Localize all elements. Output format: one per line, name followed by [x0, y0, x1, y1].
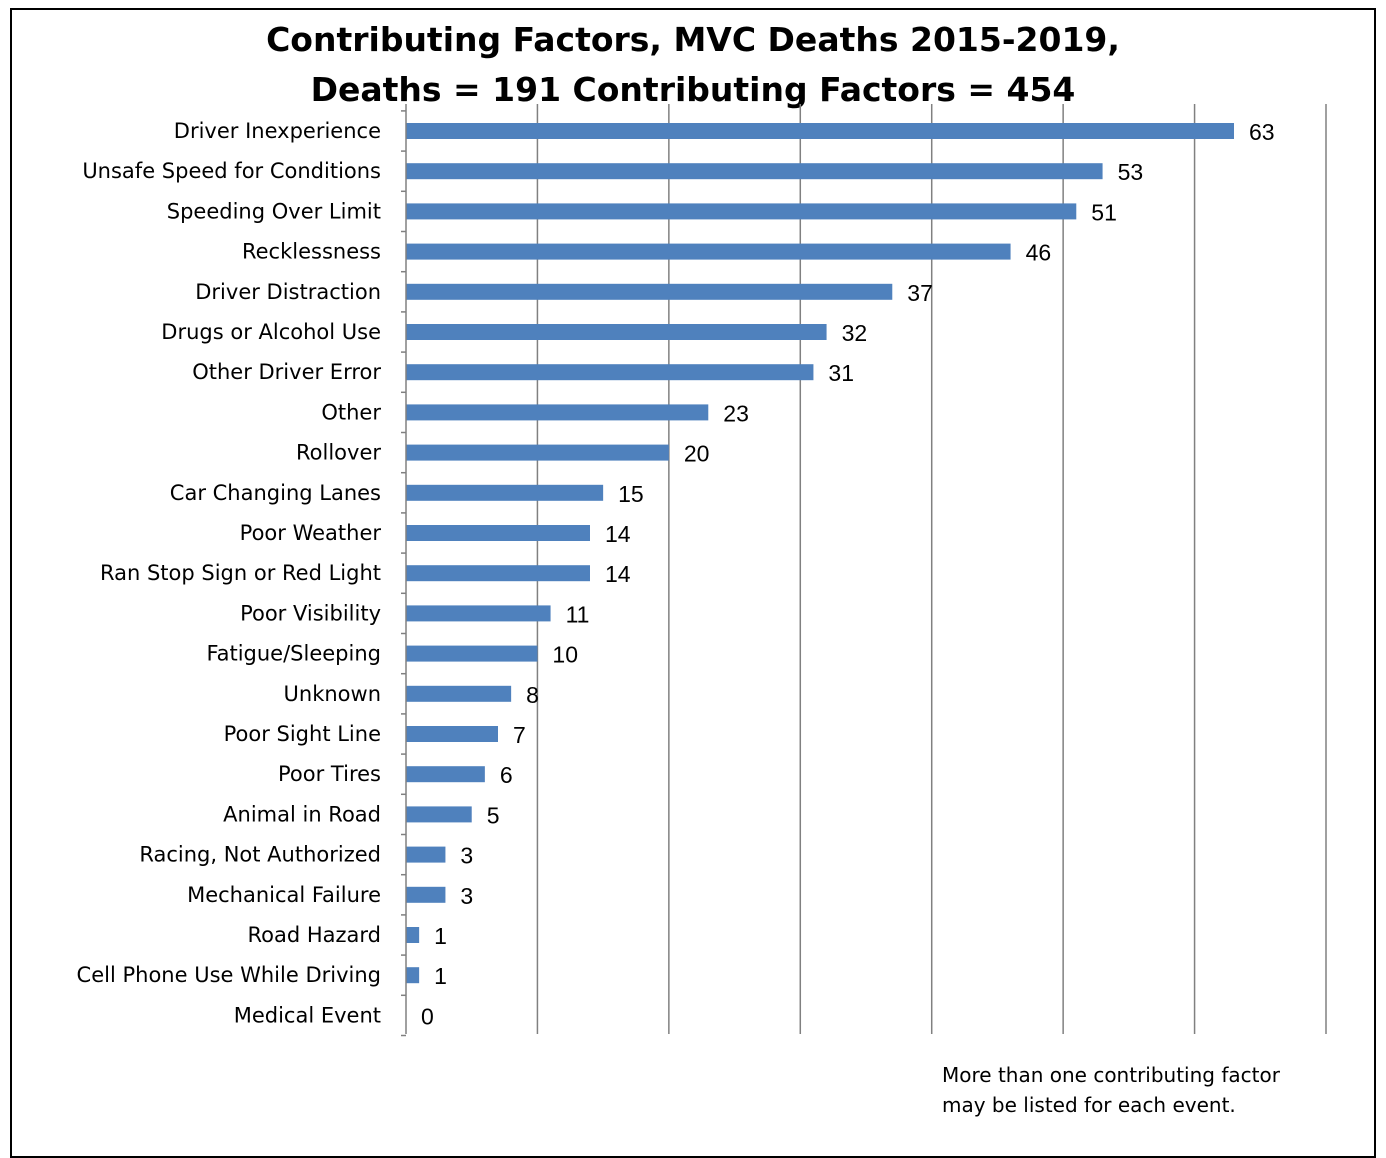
category-label: Poor Tires	[278, 762, 381, 786]
data-label: 14	[605, 561, 631, 587]
data-label: 20	[684, 441, 710, 467]
category-label: Cell Phone Use While Driving	[77, 963, 381, 987]
category-label: Mechanical Failure	[187, 883, 381, 907]
data-label: 51	[1091, 199, 1117, 225]
bar	[406, 886, 446, 903]
footnote-line-1: More than one contributing factor	[942, 1063, 1280, 1087]
gridlines	[536, 104, 1327, 1034]
bar	[406, 846, 446, 863]
category-label: Other Driver Error	[192, 360, 381, 384]
bar	[406, 243, 1011, 260]
bar	[406, 364, 814, 381]
data-label: 10	[552, 642, 578, 668]
category-label: Rollover	[296, 441, 381, 465]
category-label: Animal in Road	[223, 802, 381, 826]
category-label: Drugs or Alcohol Use	[161, 320, 381, 344]
data-label: 6	[500, 762, 513, 788]
category-label: Recklessness	[242, 240, 381, 264]
data-label: 3	[460, 883, 473, 909]
data-label: 31	[828, 360, 854, 386]
category-label: Driver Distraction	[195, 280, 381, 304]
bar	[406, 484, 604, 501]
footnote-line-2: may be listed for each event.	[942, 1093, 1236, 1117]
data-label: 37	[907, 280, 933, 306]
data-label: 3	[460, 843, 473, 869]
category-label: Car Changing Lanes	[170, 481, 381, 505]
y-axis	[401, 104, 407, 1037]
category-label: Racing, Not Authorized	[139, 843, 381, 867]
data-label: 23	[723, 400, 749, 426]
category-label: Unknown	[284, 682, 381, 706]
bar	[406, 123, 1234, 139]
bar	[406, 283, 893, 300]
bar	[406, 324, 827, 340]
bars	[406, 123, 1234, 984]
data-label: 14	[605, 521, 631, 547]
footnote: More than one contributing factor may be…	[942, 1060, 1280, 1120]
bar	[406, 967, 420, 984]
data-label: 5	[487, 802, 500, 828]
data-label: 53	[1118, 159, 1144, 185]
category-label: Other	[321, 400, 381, 424]
data-label: 32	[842, 320, 868, 346]
data-label: 0	[421, 1003, 434, 1029]
bar	[406, 605, 551, 622]
bar	[406, 927, 420, 943]
category-label: Poor Sight Line	[224, 722, 381, 746]
bar	[406, 726, 498, 742]
data-label: 15	[618, 481, 644, 507]
category-label: Unsafe Speed for Conditions	[82, 159, 381, 183]
category-label: Fatigue/Sleeping	[206, 642, 381, 666]
category-label: Road Hazard	[247, 923, 381, 947]
category-label: Poor Visibility	[240, 601, 381, 625]
bar	[406, 766, 485, 783]
data-label: 46	[1026, 240, 1052, 266]
data-label: 7	[513, 722, 526, 748]
data-label: 1	[434, 923, 447, 949]
category-label: Speeding Over Limit	[167, 199, 381, 223]
category-label: Poor Weather	[240, 521, 382, 545]
bar	[406, 685, 512, 702]
category-label: Medical Event	[234, 1003, 381, 1027]
bar	[406, 404, 709, 421]
data-label: 8	[526, 682, 539, 708]
data-label: 11	[566, 601, 590, 627]
chart-title-line-2: Deaths = 191 Contributing Factors = 454	[310, 70, 1076, 109]
data-label: 63	[1249, 119, 1275, 145]
bar	[406, 806, 472, 823]
bar	[406, 525, 590, 541]
bar	[406, 565, 590, 582]
data-label: 1	[434, 963, 447, 989]
chart-title-line-1: Contributing Factors, MVC Deaths 2015-20…	[266, 20, 1120, 59]
bar	[406, 444, 669, 461]
bar	[406, 163, 1103, 180]
category-label: Driver Inexperience	[174, 119, 381, 143]
category-label: Ran Stop Sign or Red Light	[100, 561, 381, 585]
bar	[406, 203, 1077, 220]
bar	[406, 645, 538, 662]
